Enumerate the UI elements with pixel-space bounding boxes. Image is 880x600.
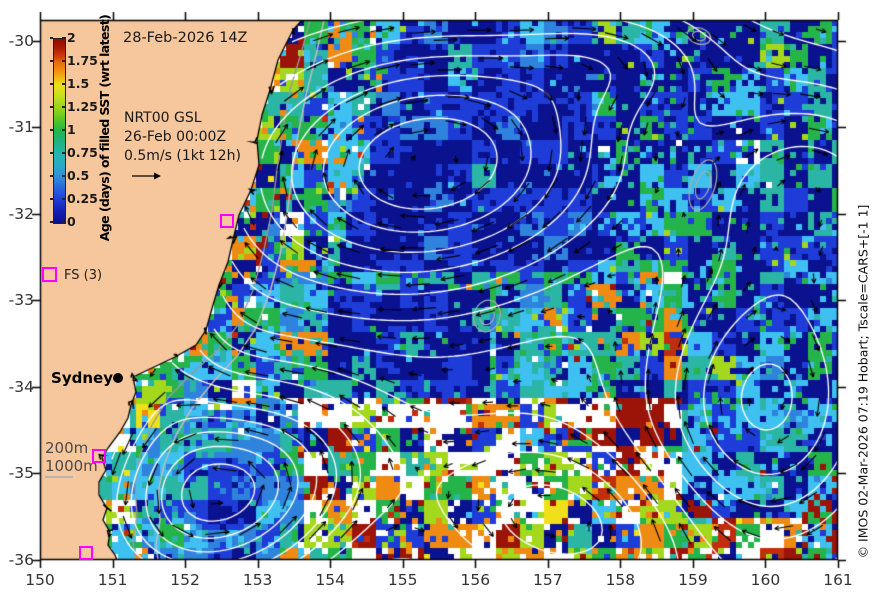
fs-legend-label: FS (3) (64, 268, 103, 283)
colorbar-tick-mark (62, 198, 66, 200)
colorbar-tick-mark (50, 37, 53, 39)
x-tick-label: 156 (460, 571, 491, 589)
colorbar-tick-label: 0.75 (67, 145, 98, 160)
y-tick-label: -31 (8, 118, 34, 137)
y-tick-label: -34 (8, 377, 34, 396)
colorbar-tick-mark (50, 175, 53, 177)
colorbar-tick-mark (62, 152, 66, 154)
colorbar-tick-mark (62, 60, 66, 62)
depth-legend-line (45, 476, 73, 478)
colorbar-tick-mark (62, 37, 66, 39)
sydney-label: Sydney (51, 369, 113, 387)
colorbar-tick-label: 0.25 (67, 191, 98, 206)
y-tick-label: -32 (8, 204, 34, 223)
model-info-line1: NRT00 GSL (124, 110, 202, 126)
x-tick-label: 155 (387, 571, 418, 589)
map-title: 28-Feb-2026 14Z (123, 30, 248, 46)
colorbar-tick-label: 1.75 (67, 53, 98, 68)
depth-label-1000m: 1000m (45, 457, 98, 475)
colorbar-tick-mark (62, 106, 66, 108)
x-tick-label: 158 (605, 571, 636, 589)
x-tick-label: 159 (678, 571, 708, 589)
y-tick-label: -30 (8, 31, 34, 50)
colorbar-tick-mark (50, 221, 53, 223)
x-tick-label: 161 (823, 571, 853, 589)
credit-text: © IMOS 02-Mar-2026 07:19 Hobart; Tscale=… (855, 204, 871, 559)
colorbar-tick-mark (62, 83, 66, 85)
colorbar-tick-mark (50, 129, 53, 131)
colorbar-tick-label: 2 (67, 30, 76, 45)
colorbar-label: Age (days) of filled SST (wrt latest) (97, 14, 112, 242)
colorbar-tick-label: 1.25 (67, 99, 98, 114)
colorbar-tick-mark (50, 198, 53, 200)
colorbar-tick-label: 1.5 (67, 76, 90, 91)
colorbar-tick-mark (62, 129, 66, 131)
colorbar-tick-mark (50, 60, 53, 62)
colorbar (53, 38, 66, 224)
fs-marker (92, 449, 106, 463)
y-tick-label: -36 (8, 551, 34, 569)
colorbar-tick-label: 1 (67, 122, 76, 137)
colorbar-tick-mark (50, 152, 53, 154)
x-tick-label: 152 (170, 571, 200, 589)
y-tick-label: -35 (8, 464, 34, 483)
fs-marker (79, 546, 93, 560)
colorbar-tick-mark (50, 83, 53, 85)
vector-scale-arrow-icon (132, 172, 161, 180)
colorbar-tick-label: 0 (67, 214, 76, 229)
x-tick-label: 151 (97, 571, 128, 589)
x-tick-label: 154 (315, 571, 345, 589)
colorbar-tick-mark (62, 221, 66, 223)
x-tick-label: 157 (533, 571, 563, 589)
x-tick-label: 150 (25, 571, 55, 589)
colorbar-tick-mark (62, 175, 66, 177)
depth-label-200m: 200m (45, 439, 89, 457)
fs-legend-swatch (42, 267, 57, 282)
colorbar-tick-mark (50, 106, 53, 108)
y-tick-label: -33 (8, 291, 34, 310)
sydney-dot (113, 373, 123, 383)
fs-marker (220, 214, 234, 228)
x-tick-label: 160 (750, 571, 781, 589)
model-info-line2: 26-Feb 00:00Z (124, 129, 227, 145)
x-tick-label: 153 (242, 571, 273, 589)
colorbar-tick-label: 0.5 (67, 168, 90, 183)
model-info-line3: 0.5m/s (1kt 12h) (124, 148, 241, 164)
